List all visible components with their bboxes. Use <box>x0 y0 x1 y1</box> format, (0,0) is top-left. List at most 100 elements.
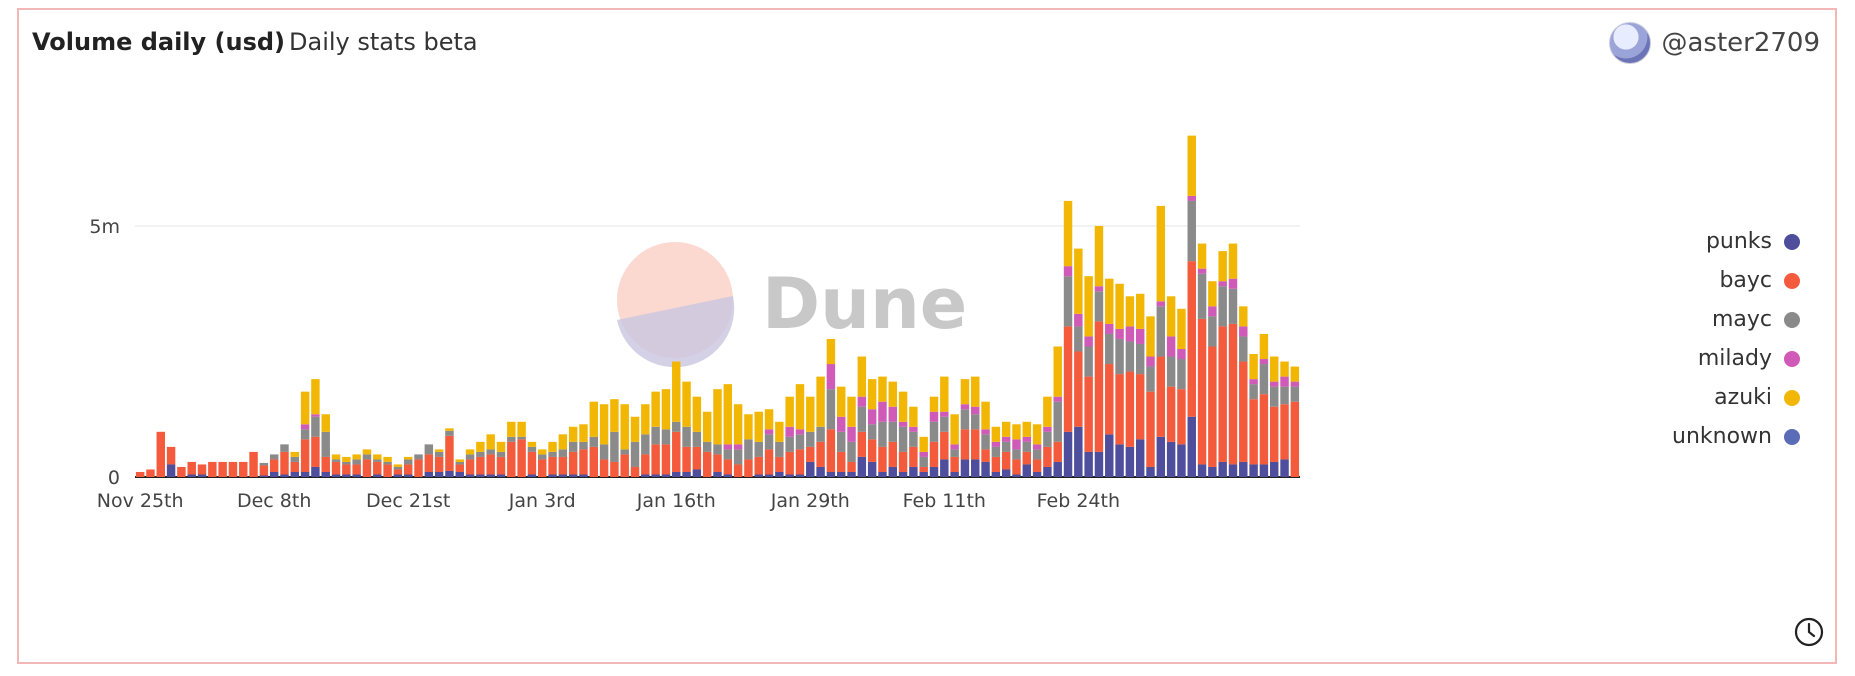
x-tick-label: Nov 25th <box>97 490 184 512</box>
bar-segment-punks <box>300 471 310 477</box>
bar-segment-bayc <box>775 456 784 472</box>
bar-segment-azuki <box>878 376 887 402</box>
bar-segment-milady <box>909 426 918 432</box>
bar-segment-mayc <box>548 451 557 457</box>
bar-segment-punks <box>847 471 856 477</box>
bar-segment-mayc <box>754 441 763 457</box>
bar-segment-azuki <box>867 379 877 410</box>
bar-segment-bayc <box>424 454 434 472</box>
bar-segment-milady <box>733 444 743 450</box>
bar-segment-mayc <box>352 459 361 465</box>
bar-segment-azuki <box>1022 421 1032 437</box>
legend-item-bayc[interactable]: bayc <box>1672 261 1800 300</box>
bar-segment-bayc <box>888 441 897 467</box>
bar-segment-azuki <box>383 456 392 462</box>
bar-segment-azuki <box>630 416 640 442</box>
bar-segment-punks <box>568 474 578 477</box>
bar-segment-bayc <box>898 451 908 472</box>
bar-segment-punks <box>723 474 733 477</box>
bar-segment-azuki <box>610 399 619 432</box>
bar-segment-mayc <box>455 461 464 465</box>
legend-item-azuki[interactable]: azuki <box>1672 378 1800 417</box>
bar-segment-mayc <box>1249 384 1258 400</box>
bar-segment-bayc <box>610 461 619 477</box>
bar-segment-azuki <box>971 376 980 407</box>
x-tick-label: Dec 8th <box>237 490 311 512</box>
bar-segment-bayc <box>538 459 547 477</box>
bar-segment-mayc <box>1094 291 1104 322</box>
bar-segment-azuki <box>434 449 444 452</box>
bar-segment-mayc <box>878 421 887 447</box>
bar-segment-azuki <box>1146 316 1155 357</box>
bar-segment-punks <box>1187 416 1196 477</box>
bar-segment-azuki <box>403 456 413 460</box>
bar-segment-azuki <box>641 404 650 435</box>
legend-item-mayc[interactable]: mayc <box>1672 300 1800 339</box>
bar-segment-bayc <box>878 446 887 472</box>
bar-segment-mayc <box>517 436 526 440</box>
bar-segment-azuki <box>321 414 330 432</box>
bar-segment-punks <box>1197 464 1207 477</box>
bar-segment-bayc <box>1239 361 1248 462</box>
bar-segment-bayc <box>599 459 609 477</box>
bar-segment-azuki <box>826 338 836 365</box>
bar-segment-bayc <box>548 456 557 475</box>
legend-dot-icon <box>1784 233 1800 250</box>
bar-segment-azuki <box>1074 248 1083 314</box>
bar-segment-azuki <box>1218 251 1227 282</box>
bar-segment-mayc <box>1270 386 1279 407</box>
bar-segment-mayc <box>1146 366 1155 392</box>
bar-segment-mayc <box>579 441 588 450</box>
bar-segment-mayc <box>1084 346 1093 377</box>
bar-segment-milady <box>300 424 310 430</box>
bar-segment-azuki <box>342 456 351 462</box>
bar-segment-bayc <box>785 451 794 475</box>
bar-segment-mayc <box>971 414 980 430</box>
bar-segment-bayc <box>713 454 722 472</box>
bar-segment-milady <box>878 401 887 422</box>
bar-segment-bayc <box>1156 356 1166 437</box>
bar-segment-punks <box>836 471 846 477</box>
bar-segment-punks <box>754 474 763 477</box>
author-badge[interactable]: @aster2709 <box>1609 22 1820 64</box>
chart-title: Volume daily (usd) <box>32 28 286 56</box>
legend-item-milady[interactable]: milady <box>1672 339 1800 378</box>
bar-segment-bayc <box>1177 389 1186 445</box>
bar-segment-azuki <box>888 381 897 407</box>
legend-item-unknown[interactable]: unknown <box>1672 417 1800 456</box>
bar-segment-bayc <box>940 431 949 460</box>
bar-segment-mayc <box>744 439 753 460</box>
bar-segment-mayc <box>651 426 660 445</box>
bar-segment-mayc <box>816 426 825 442</box>
legend-item-punks[interactable]: punks <box>1672 222 1800 261</box>
avatar-icon <box>1609 22 1652 64</box>
bar-segment-mayc <box>1022 441 1032 452</box>
bar-segment-bayc <box>589 446 599 477</box>
bar-segment-mayc <box>929 421 939 442</box>
bar-segment-bayc <box>476 456 485 475</box>
bar-segment-mayc <box>342 461 351 465</box>
bar-segment-bayc <box>434 456 444 472</box>
author-name[interactable]: @aster2709 <box>1661 28 1820 58</box>
bar-segment-punks <box>1115 444 1124 477</box>
bar-segment-milady <box>311 414 320 417</box>
y-tick-label: 0 <box>108 467 120 489</box>
bar-segment-bayc <box>867 439 877 462</box>
bar-segment-mayc <box>362 454 372 460</box>
legend-label: azuki <box>1714 385 1772 410</box>
bar-segment-bayc <box>1115 374 1124 445</box>
bar-segment-milady <box>1001 436 1011 442</box>
clock-icon[interactable] <box>1793 616 1825 648</box>
bar-segment-punks <box>476 474 485 477</box>
bar-segment-azuki <box>661 389 671 430</box>
bar-segment-milady <box>857 396 867 407</box>
bar-segment-azuki <box>795 384 805 430</box>
bar-segment-milady <box>1156 301 1166 307</box>
x-tick-label: Jan 16th <box>636 490 716 512</box>
bar-segment-punks <box>465 474 475 477</box>
bar-segment-punks <box>1280 459 1289 477</box>
legend-label: milady <box>1697 346 1772 371</box>
bar-segment-punks <box>548 474 557 477</box>
bar-segment-bayc <box>166 446 176 465</box>
bar-segment-azuki <box>1290 366 1300 382</box>
